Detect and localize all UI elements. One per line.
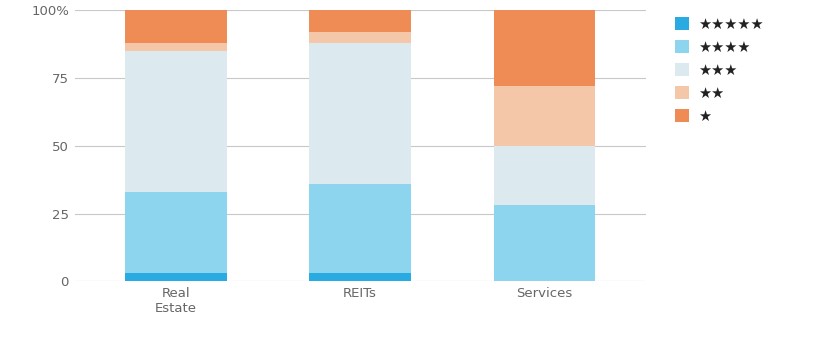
Bar [493, 86, 595, 146]
Bar [493, 146, 595, 205]
Bar [309, 43, 410, 184]
Bar [125, 43, 227, 51]
Bar [125, 10, 227, 43]
Bar [125, 273, 227, 281]
Bar [493, 205, 595, 281]
Bar [309, 184, 410, 273]
Bar [493, 10, 595, 86]
Bar [125, 192, 227, 273]
Bar [309, 32, 410, 43]
Bar [309, 10, 410, 32]
Bar [125, 51, 227, 192]
Bar [309, 273, 410, 281]
Legend: ★★★★★, ★★★★, ★★★, ★★, ★: ★★★★★, ★★★★, ★★★, ★★, ★ [670, 12, 767, 128]
